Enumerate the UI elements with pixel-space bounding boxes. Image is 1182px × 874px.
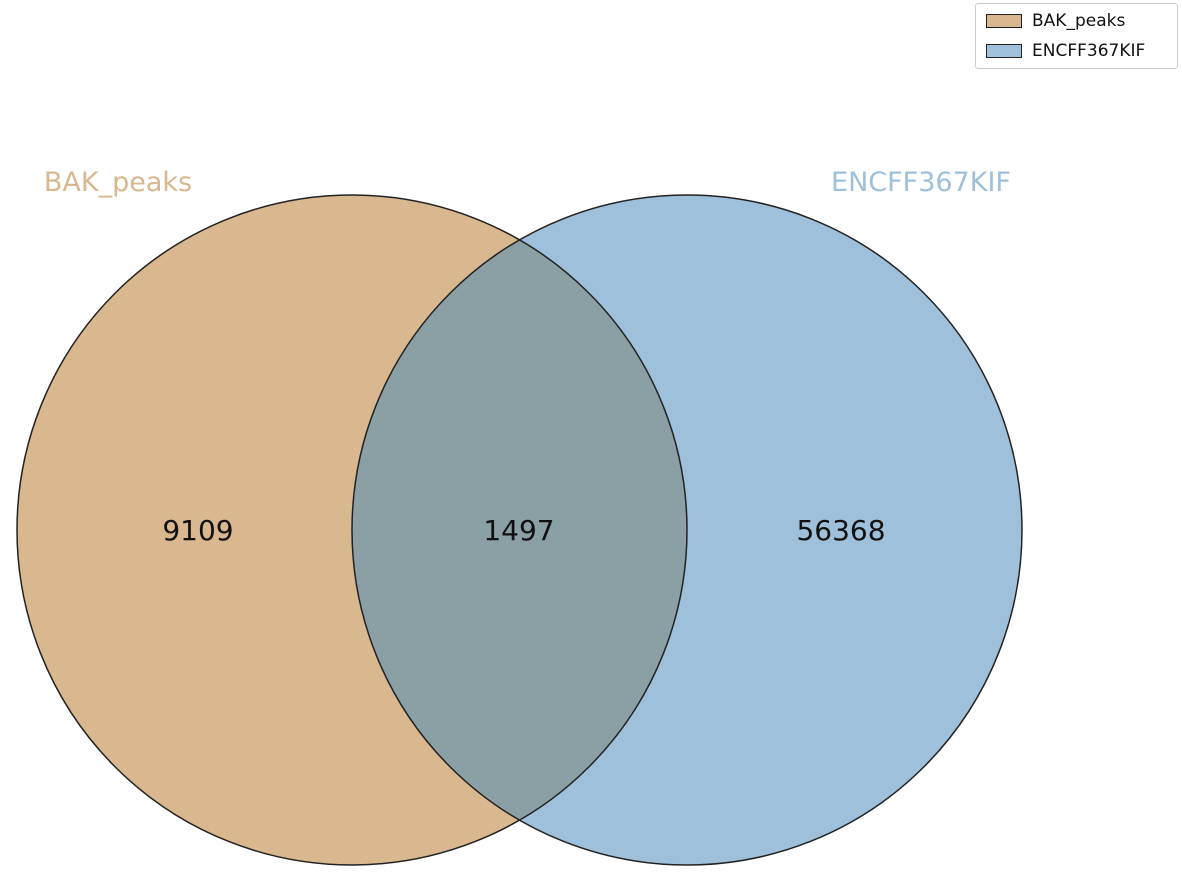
legend-item-bak-peaks: BAK_peaks [986,10,1125,32]
legend-swatch-bak-peaks [986,14,1022,28]
set-intersection-region [352,195,687,865]
legend-swatch-encff367kif [986,44,1022,58]
set-outline-bak-peaks [16,194,688,866]
legend-label-encff367kif: ENCFF367KIF [1032,41,1146,61]
set-label-encff367kif: ENCFF367KIF [831,167,1011,198]
legend: BAK_peaks ENCFF367KIF [975,3,1178,69]
set-outline-encff367kif [351,194,1023,866]
set-label-bak-peaks: BAK_peaks [44,167,192,198]
legend-label-bak-peaks: BAK_peaks [1032,11,1126,31]
region-count-intersection: 1497 [483,514,554,547]
legend-item-encff367kif: ENCFF367KIF [986,40,1145,62]
region-count-bak-only: 9109 [162,514,233,547]
region-count-encff367kif-only: 56368 [796,514,885,547]
